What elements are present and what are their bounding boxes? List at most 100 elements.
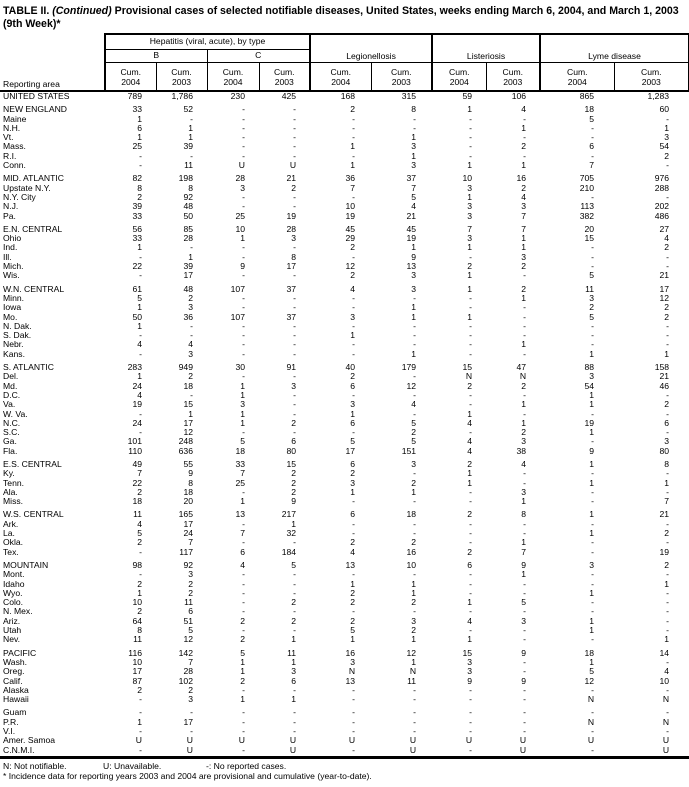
value-cell: 1 (240, 695, 245, 705)
table-row: Tenn. 22 8 25 2 3 2 1 - 1 1 (0, 479, 689, 488)
value-cell: - (139, 151, 142, 161)
value-cell: 6 (350, 458, 356, 469)
area-cell: N.C. (3, 418, 21, 428)
value-cell: U (289, 736, 297, 746)
value-cell: 3 (467, 183, 473, 193)
value-cell: - (293, 142, 297, 152)
value-cell: 12 (584, 676, 595, 686)
value-cell: 17 (183, 717, 193, 727)
area-cell: W. Va. (3, 409, 28, 419)
value-cell: 4 (467, 437, 473, 447)
value-cell: 12 (345, 262, 356, 272)
value-cell: 45 (345, 223, 356, 234)
value-cell: 2 (350, 104, 356, 115)
value-cell: - (469, 331, 473, 341)
value-cell: 1 (589, 588, 595, 598)
value-cell: 1 (240, 234, 245, 244)
value-cell: - (469, 579, 473, 589)
value-cell: - (242, 340, 245, 350)
value-cell: 1 (291, 519, 297, 529)
value-cell: 18 (406, 509, 417, 520)
value-cell: - (469, 349, 473, 359)
value-cell: 3 (411, 271, 417, 281)
area-cell: Idaho (3, 579, 25, 589)
value-cell: 3 (240, 183, 245, 193)
value-cell: 12 (183, 635, 193, 645)
value-cell: - (469, 114, 473, 124)
value-cell: - (591, 547, 595, 557)
area-cell: Miss. (3, 497, 24, 507)
area-cell: Mass. (3, 142, 26, 152)
value-cell: - (139, 547, 142, 557)
value-cell: 50 (132, 312, 142, 322)
value-cell: - (591, 123, 595, 133)
value-cell: - (469, 570, 473, 580)
value-cell: 1 (467, 104, 473, 115)
value-cell: U (156, 745, 207, 759)
value-cell: - (242, 271, 245, 281)
value-cell: - (413, 114, 417, 124)
area-cell: Del. (3, 372, 19, 382)
value-cell: 37 (286, 283, 297, 294)
value-cell: 1 (240, 409, 245, 419)
area-cell: PACIFIC (3, 647, 37, 658)
value-cell: N (409, 667, 417, 677)
value-cell: 3 (291, 667, 297, 677)
value-cell: 22 (132, 478, 142, 488)
notifiable-diseases-table: Reporting area Hepatitis (viral, acute),… (0, 33, 689, 759)
value-cell: - (242, 252, 245, 262)
value-cell: 51 (183, 616, 193, 626)
value-cell: 6 (350, 418, 356, 428)
value-cell: 107 (230, 283, 245, 294)
area-cell: Alaska (3, 685, 29, 695)
table-row: Calif. 87 102 2 6 13 11 9 9 12 10 (0, 677, 689, 686)
value-cell: 85 (183, 223, 193, 234)
value-cell: 288 (654, 183, 670, 193)
value-cell: 20 (584, 223, 595, 234)
value-cell: 1 (137, 588, 142, 598)
value-cell: 10 (132, 657, 142, 667)
value-cell: - (242, 372, 245, 382)
value-cell: U (289, 161, 297, 171)
value-cell: - (523, 579, 527, 589)
value-cell: - (352, 133, 356, 143)
value-cell: 382 (579, 211, 595, 221)
value-cell: 1 (137, 114, 142, 124)
value-cell: 15 (462, 647, 473, 658)
value-cell: - (413, 519, 417, 529)
value-cell: 1 (137, 372, 142, 382)
value-cell: 7 (188, 538, 193, 548)
value-cell: 2 (664, 151, 670, 161)
value-cell: - (666, 409, 670, 419)
value-cell: - (523, 588, 527, 598)
value-cell: 165 (178, 509, 193, 520)
value-cell: - (413, 321, 417, 331)
value-cell: 11 (184, 161, 193, 171)
value-cell: - (105, 745, 156, 759)
value-cell: - (469, 390, 473, 400)
value-cell: 18 (183, 381, 193, 391)
value-cell: - (139, 161, 142, 171)
value-cell: - (469, 588, 473, 598)
value-cell: 19 (584, 418, 595, 428)
value-cell: - (666, 657, 670, 667)
area-cell: MOUNTAIN (3, 559, 49, 570)
value-cell: 4 (521, 458, 527, 469)
value-cell: 1 (467, 192, 473, 202)
value-cell: 2 (467, 262, 473, 272)
value-cell: 1,786 (171, 91, 193, 101)
value-cell: - (591, 469, 595, 479)
area-cell: Ind. (3, 243, 18, 253)
cum-year-header: Cum. 2004 (207, 62, 260, 92)
value-cell: 2 (350, 372, 356, 382)
value-cell: - (242, 570, 245, 580)
table-row: Mont. - 3 - - - - - 1 - - (0, 570, 689, 579)
value-cell: N (662, 717, 670, 727)
value-cell: 50 (183, 211, 193, 221)
value-cell: 55 (183, 458, 193, 469)
value-cell: - (666, 331, 670, 341)
table-row: Okla. 2 7 - - 2 2 - 1 - - (0, 538, 689, 547)
area-cell: Nebr. (3, 340, 24, 350)
value-cell: 2 (664, 559, 670, 570)
hepatitis-c-header: C (207, 49, 312, 63)
